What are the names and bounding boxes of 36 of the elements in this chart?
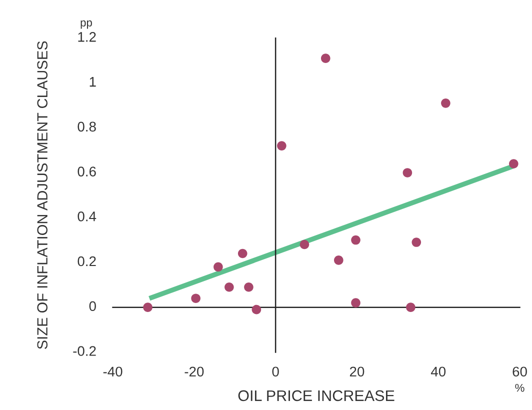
point: [238, 248, 248, 258]
y-tick-label: 0.2: [78, 256, 96, 266]
y-axis-title: SIZE OF INFLATION ADJUSTMENT CLAUSES: [37, 41, 48, 350]
point: [320, 54, 330, 63]
x-tick-label: 20: [350, 366, 364, 377]
y-tick-label: 0.8: [78, 122, 96, 132]
point: [406, 302, 416, 312]
y-tick-label: 0: [89, 301, 96, 312]
x-tick-label: -20: [184, 366, 204, 377]
point: [441, 98, 450, 108]
y-tick-label: 0.4: [78, 211, 96, 222]
y-tick-label: 0.6: [78, 166, 96, 176]
point: [351, 298, 360, 308]
point: [244, 282, 254, 292]
text: %: [515, 384, 524, 392]
text: pp: [80, 20, 92, 29]
point: [224, 282, 234, 292]
x-tick-label: -40: [103, 366, 122, 377]
point: [143, 302, 152, 312]
point: [509, 159, 518, 168]
point: [277, 141, 286, 150]
point: [191, 294, 200, 304]
x-tick-label: 40: [430, 366, 446, 377]
x-tick-label: 60: [512, 366, 527, 377]
x-axis-title: OIL PRICE INCREASE: [238, 390, 394, 402]
point: [252, 304, 262, 314]
point: [214, 262, 223, 272]
y-tick-label: 1.2: [78, 32, 96, 42]
y-tick-label: -0.2: [73, 346, 96, 356]
point: [351, 235, 360, 245]
x-tick-label: 0: [272, 366, 279, 377]
point: [412, 238, 422, 247]
point: [402, 168, 412, 178]
y-tick-label: 1: [90, 77, 96, 87]
point: [300, 240, 310, 250]
point: [334, 256, 344, 265]
